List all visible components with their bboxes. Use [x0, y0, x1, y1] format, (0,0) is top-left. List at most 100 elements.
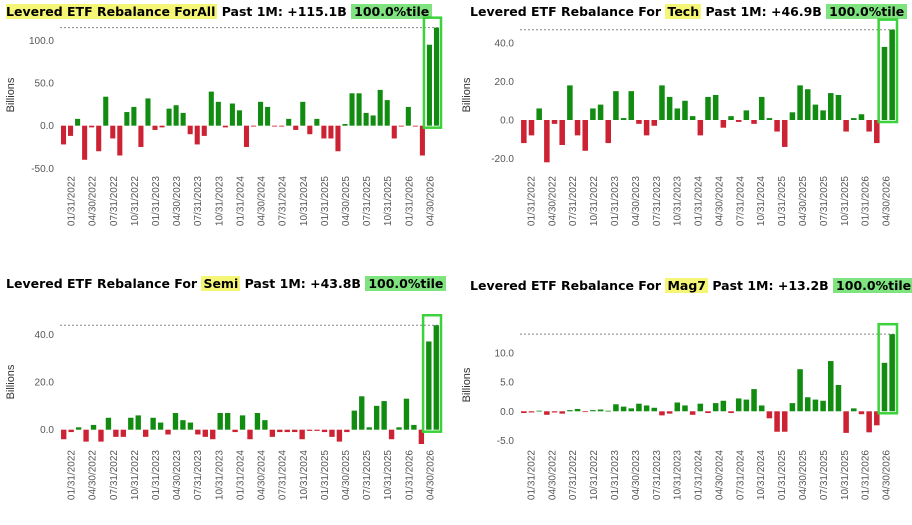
bar	[636, 403, 642, 412]
bar	[299, 429, 305, 440]
x-tick-label: 04/30/2022	[88, 450, 99, 500]
bar	[758, 96, 765, 120]
bar	[643, 405, 650, 412]
x-tick-label: 04/30/2024	[257, 176, 268, 226]
bar	[342, 123, 348, 126]
bar	[828, 361, 834, 412]
chart-panel-tech: Levered ETF Rebalance For Tech Past 1M: …	[456, 0, 912, 262]
chart-title: Levered ETF Rebalance For Semi Past 1M: …	[6, 276, 447, 291]
bar	[781, 411, 788, 432]
bar	[284, 429, 290, 433]
bar	[272, 125, 278, 127]
y-tick-label: 20.0	[495, 77, 515, 88]
bar	[812, 399, 819, 412]
bar	[820, 110, 826, 120]
bar	[103, 96, 109, 126]
bar	[590, 108, 596, 120]
x-tick-label: 01/31/2024	[694, 450, 705, 500]
bar-chart-all: Billions -50.0 0.0 50.0 100.0 01/31/2022 04/30…	[5, 16, 443, 226]
bar	[419, 125, 425, 156]
x-tick-label: 10/31/2022	[589, 450, 600, 500]
highlight-box	[421, 313, 443, 433]
bar	[187, 125, 193, 135]
y-tick-label: 40.0	[495, 39, 515, 50]
x-tick-label: 01/31/2022	[526, 176, 537, 226]
bar	[396, 427, 402, 430]
bar	[202, 429, 208, 437]
bar	[292, 429, 298, 433]
bar	[689, 411, 696, 415]
y-tick-label: 0.0	[40, 425, 54, 436]
bar	[224, 413, 231, 430]
x-tick-label: 01/31/2024	[694, 176, 705, 226]
title-prefix: Levered ETF Rebalance For	[470, 278, 666, 293]
bar	[366, 427, 372, 430]
bar	[113, 429, 119, 437]
title-prefix: Levered ETF Rebalance For	[470, 4, 666, 19]
x-tick-label: 04/30/2026	[425, 450, 436, 500]
bar	[159, 125, 165, 128]
bar	[166, 108, 172, 126]
bar	[874, 120, 880, 144]
bar	[628, 91, 635, 120]
bar	[265, 106, 271, 126]
percentile-badge: 100.0%tile	[365, 276, 447, 291]
x-tick-label: 07/31/2023	[652, 176, 663, 226]
x-tick-label: 10/31/2023	[673, 450, 684, 500]
title-label: Tech	[665, 4, 702, 19]
bar	[735, 120, 742, 122]
title-label: All	[197, 4, 216, 19]
bar	[60, 125, 67, 145]
x-tick-label: 04/30/2025	[798, 450, 809, 500]
bar	[521, 120, 527, 144]
bar	[544, 120, 550, 163]
title-prefix: Levered ETF Rebalance For	[6, 276, 202, 291]
bar	[889, 334, 895, 412]
x-tick-label: 01/31/2023	[610, 450, 621, 500]
x-tick-label: 07/31/2025	[362, 176, 373, 226]
x-tick-label: 01/31/2024	[235, 176, 246, 226]
title-label: Semi	[201, 276, 241, 291]
bar	[359, 396, 365, 430]
y-tick-label: 0.0	[500, 407, 514, 418]
bar	[83, 429, 89, 442]
bar	[150, 417, 156, 430]
x-tick-label: 10/31/2023	[673, 176, 684, 226]
x-tick-label: 01/31/2025	[777, 176, 788, 226]
bar	[321, 125, 327, 139]
bar	[370, 115, 376, 126]
title-summary: Past 1M: +115.1B	[217, 4, 352, 19]
bar	[551, 120, 558, 124]
bar	[215, 101, 221, 126]
bar	[138, 125, 144, 147]
x-tick-label: 10/31/2024	[299, 450, 310, 500]
bar	[674, 402, 681, 412]
bar	[152, 125, 158, 130]
bar	[712, 403, 719, 412]
bar	[743, 399, 750, 412]
x-tick-label: 07/31/2022	[109, 176, 120, 226]
bar	[567, 410, 573, 412]
bar	[335, 125, 341, 152]
bar	[651, 120, 658, 126]
x-tick-label: 07/31/2025	[362, 450, 373, 500]
bar	[712, 95, 719, 120]
y-tick-label: 0.0	[40, 121, 54, 132]
bar	[605, 120, 611, 144]
bar	[388, 429, 395, 440]
bar	[269, 429, 276, 437]
bar	[789, 112, 796, 120]
bar	[820, 400, 826, 412]
x-tick-label: 04/30/2026	[882, 450, 893, 500]
x-tick-label: 10/31/2023	[214, 176, 225, 226]
bar	[172, 413, 179, 430]
y-axis-label: Billions	[5, 364, 17, 399]
bar	[766, 118, 773, 120]
title-summary: Past 1M: +13.2B	[707, 278, 834, 293]
percentile-badge: 100.0%tile	[826, 4, 908, 19]
bar	[758, 405, 765, 412]
bar	[689, 116, 696, 120]
x-tick-label: 01/31/2022	[67, 176, 78, 226]
x-tick-label: 07/31/2024	[278, 176, 289, 226]
bar	[286, 118, 292, 126]
